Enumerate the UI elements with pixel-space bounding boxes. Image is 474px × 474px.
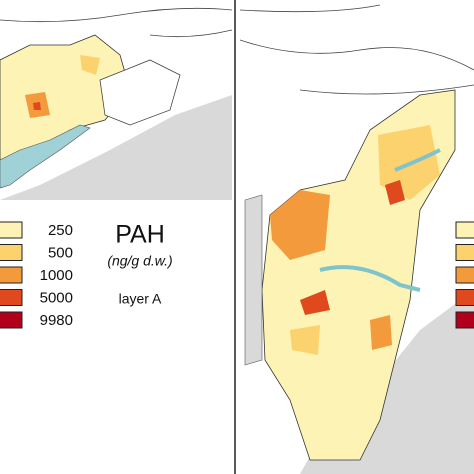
legend-label: 250: [48, 222, 73, 239]
hotspot: [33, 102, 41, 110]
layer-label: layer A: [119, 291, 162, 307]
river: [0, 124, 91, 189]
hotspot: [80, 55, 100, 75]
legend-swatch: [0, 221, 23, 239]
hotspot: [385, 180, 405, 205]
land: [244, 194, 263, 366]
left-map: [0, 7, 233, 200]
legend-swatch: [455, 289, 474, 306]
legend-swatch: [0, 311, 23, 329]
river-line: [0, 7, 233, 23]
map-title: PAH: [115, 221, 165, 249]
legend-swatch: [0, 289, 23, 306]
right-map: [239, 4, 474, 474]
river-line: [149, 29, 233, 38]
river-line: [239, 4, 474, 95]
legend-swatch: [0, 266, 23, 284]
legend-swatch: [455, 244, 474, 261]
sea: [0, 95, 232, 200]
unit-label: (ng/g d.w.): [107, 253, 172, 269]
legend-swatch: [0, 244, 23, 261]
legend-label: 1000: [40, 267, 73, 284]
legend-swatch: [455, 221, 474, 239]
lagoon: [99, 59, 181, 126]
legend-label: 500: [48, 244, 73, 261]
hotspot: [370, 315, 392, 350]
hotspot-area: [270, 190, 330, 260]
legend: 250 500 1000 5000 9980: [0, 221, 73, 329]
river: [319, 148, 441, 292]
legend-label: 9980: [40, 312, 73, 329]
hotspot: [290, 325, 320, 355]
legend-swatch: [455, 311, 474, 329]
legend-swatch: [455, 266, 474, 284]
hotspot: [300, 290, 330, 315]
legend-label: 5000: [40, 289, 73, 306]
legend: [455, 221, 474, 329]
